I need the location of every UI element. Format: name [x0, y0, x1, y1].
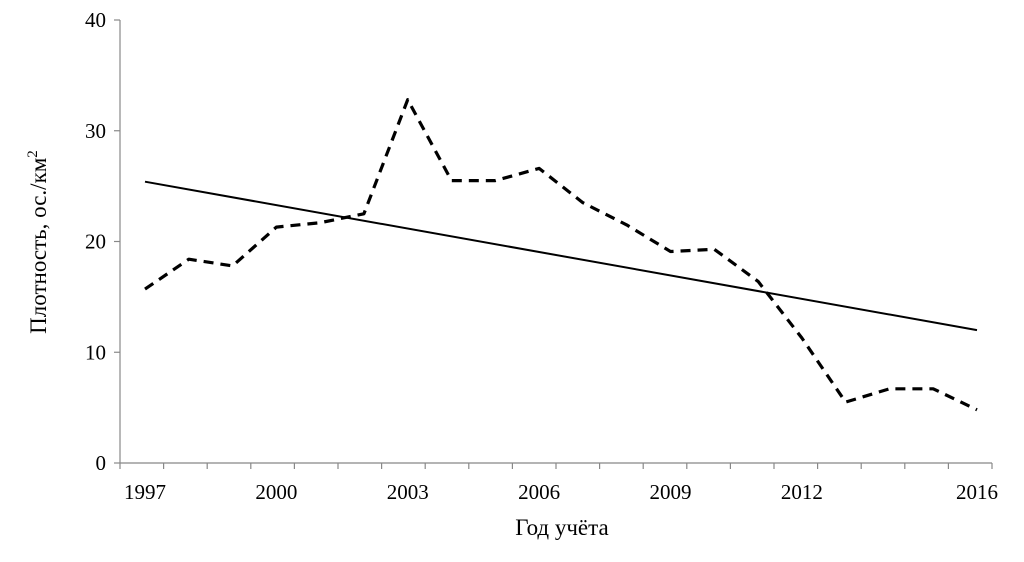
y-tick-label: 0 [96, 451, 107, 475]
x-tick-label: 2012 [781, 480, 823, 504]
series-line-trend [144, 180, 978, 332]
series [144, 98, 978, 412]
axes [119, 20, 992, 464]
y-axis-title-text: Плотность, ос./км [26, 157, 51, 334]
x-tick-label: 2009 [649, 480, 691, 504]
x-tick-label: 2003 [387, 480, 429, 504]
ticks: 0 10 20 30 40 1997 2000 2003 2006 2009 2012 2016 [85, 8, 998, 504]
y-tick-label: 40 [85, 8, 106, 32]
y-tick-label: 20 [85, 230, 106, 254]
x-axis-title: Год учёта [515, 515, 608, 540]
y-axis-title-superscript: 2 [25, 150, 41, 158]
x-tick-label: 2000 [255, 480, 297, 504]
x-tick-label: 1997 [124, 480, 166, 504]
x-tick-label: 2016 [956, 480, 998, 504]
y-tick-label: 30 [85, 119, 106, 143]
y-tick-label: 10 [85, 340, 106, 364]
series-line-observed [144, 98, 978, 412]
y-axis-title: Плотность, ос./км2 [25, 150, 51, 334]
x-tick-label: 2006 [518, 480, 560, 504]
